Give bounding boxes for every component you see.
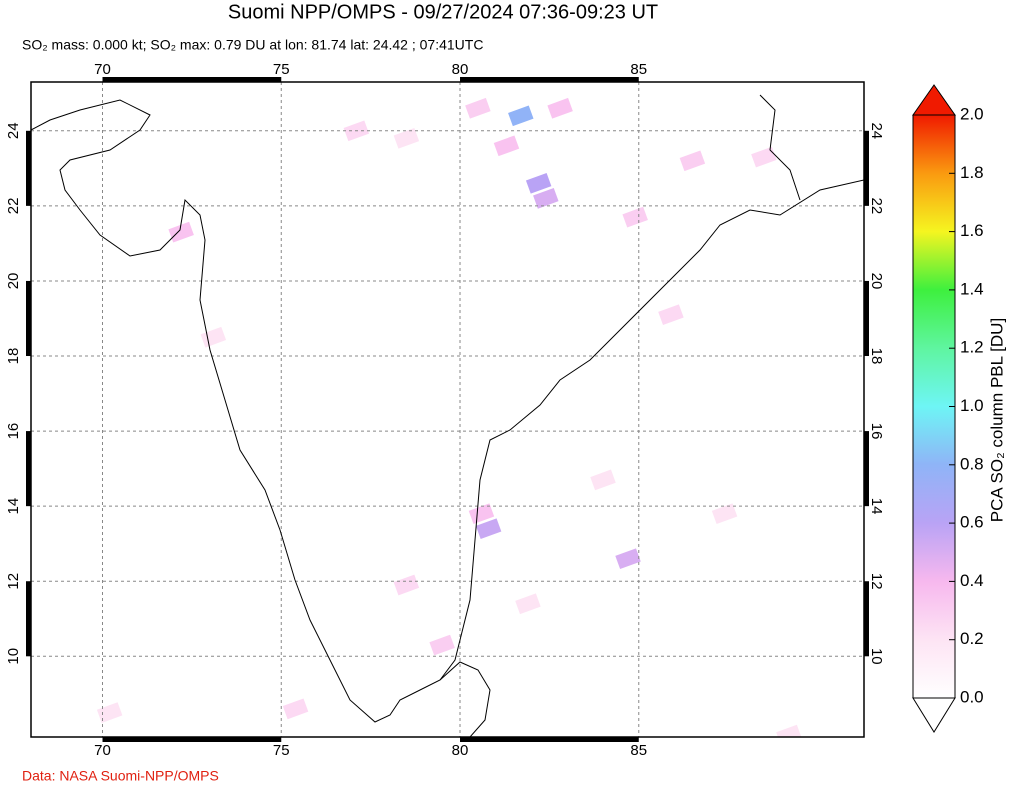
x-tick-label: 70 bbox=[94, 61, 111, 78]
axis-bar bbox=[864, 280, 869, 357]
so2-pixel bbox=[393, 127, 420, 149]
so2-pixel bbox=[751, 146, 777, 168]
so2-pixel bbox=[493, 135, 520, 157]
y-tick-label: 14 bbox=[5, 498, 22, 515]
y-tick-label: 20 bbox=[868, 273, 885, 290]
y-tick-label: 24 bbox=[868, 122, 885, 139]
y-tick-label: 22 bbox=[5, 198, 22, 215]
chart-title: Suomi NPP/OMPS - 09/27/2024 07:36-09:23 … bbox=[228, 1, 658, 23]
grid bbox=[31, 82, 864, 737]
y-tick-label: 24 bbox=[5, 122, 22, 139]
x-tick-label: 75 bbox=[273, 61, 290, 78]
colorbar-arrow-top bbox=[912, 84, 956, 116]
x-tick-label: 80 bbox=[452, 742, 469, 759]
colorbar-tick-label: 0.6 bbox=[960, 513, 984, 532]
axis-bar bbox=[26, 280, 31, 357]
so2-pixel bbox=[468, 503, 495, 525]
x-tick-label: 85 bbox=[630, 742, 647, 759]
y-tick-label: 10 bbox=[5, 648, 22, 665]
y-tick-label: 12 bbox=[5, 573, 22, 590]
colorbar-tick-label: 0.4 bbox=[960, 571, 984, 590]
so2-pixel bbox=[590, 469, 616, 491]
axis-bar bbox=[26, 581, 31, 657]
x-tick-label: 85 bbox=[630, 61, 647, 78]
map-frame bbox=[30, 81, 865, 738]
so2-pixel bbox=[282, 698, 309, 720]
axis-bar bbox=[102, 737, 282, 742]
y-tick-label: 12 bbox=[868, 573, 885, 590]
coastline bbox=[31, 94, 864, 737]
source: Data: NASA Suomi-NPP/OMPS bbox=[22, 768, 219, 784]
so2-pixel bbox=[508, 105, 534, 127]
colorbar-tick-label: 0.2 bbox=[960, 629, 984, 648]
axis-bar bbox=[864, 130, 869, 206]
axis-bar bbox=[864, 431, 869, 507]
so2-pixel bbox=[547, 97, 573, 119]
colorbar-arrow-bottom bbox=[912, 697, 956, 733]
y-tick-label: 18 bbox=[5, 348, 22, 365]
y-tick-label: 14 bbox=[868, 498, 885, 515]
axis-bar bbox=[102, 77, 282, 82]
subtitle: SO₂ mass: 0.000 kt; SO₂ max: 0.79 DU at … bbox=[22, 37, 483, 53]
so2-pixel bbox=[533, 188, 559, 209]
y-tick-label: 10 bbox=[868, 648, 885, 665]
x-tick-label: 80 bbox=[452, 61, 469, 78]
so2-pixel bbox=[200, 326, 227, 348]
colorbar-tick-label: 1.4 bbox=[960, 279, 984, 298]
colorbar-tick-label: 1.8 bbox=[960, 163, 984, 182]
x-tick-label: 75 bbox=[273, 742, 290, 759]
so2-pixel bbox=[525, 173, 552, 194]
colorbar-tick-label: 1.0 bbox=[960, 396, 984, 415]
so2-pixel bbox=[475, 518, 502, 540]
so2-pixel bbox=[615, 548, 641, 570]
colorbar bbox=[912, 114, 956, 699]
so2-pixel bbox=[96, 702, 123, 723]
colorbar-tick-label: 1.2 bbox=[960, 338, 984, 357]
so2-pixel bbox=[622, 206, 648, 228]
y-tick-label: 16 bbox=[868, 423, 885, 440]
pixel-layer bbox=[96, 97, 802, 737]
y-tick-label: 16 bbox=[5, 423, 22, 440]
so2-pixel bbox=[679, 150, 706, 172]
axis-bar bbox=[26, 130, 31, 206]
so2-pixel bbox=[515, 593, 541, 615]
so2-pixel bbox=[658, 304, 684, 326]
colorbar-tick-label: 1.6 bbox=[960, 221, 984, 240]
so2-pixel bbox=[393, 574, 420, 596]
so2-pixel bbox=[168, 221, 194, 243]
y-tick-label: 22 bbox=[868, 198, 885, 215]
colorbar-tick-label: 2.0 bbox=[960, 104, 984, 123]
so2-pixel bbox=[776, 724, 802, 737]
so2-pixel bbox=[465, 97, 491, 119]
so2-pixel bbox=[711, 503, 738, 525]
colorbar-label: PCA SO₂ column PBL [DU] bbox=[987, 318, 1006, 522]
axis-bar bbox=[460, 737, 639, 742]
y-tick-label: 20 bbox=[5, 273, 22, 290]
axis-bar bbox=[864, 581, 869, 657]
x-tick-label: 70 bbox=[94, 742, 111, 759]
axis-bar bbox=[460, 77, 639, 82]
so2-pixel bbox=[429, 634, 455, 656]
y-tick-label: 18 bbox=[868, 348, 885, 365]
map-background bbox=[31, 82, 864, 737]
colorbar-tick-label: 0.8 bbox=[960, 454, 984, 473]
axis-bar bbox=[26, 431, 31, 507]
colorbar-tick-label: 0.0 bbox=[960, 687, 984, 706]
